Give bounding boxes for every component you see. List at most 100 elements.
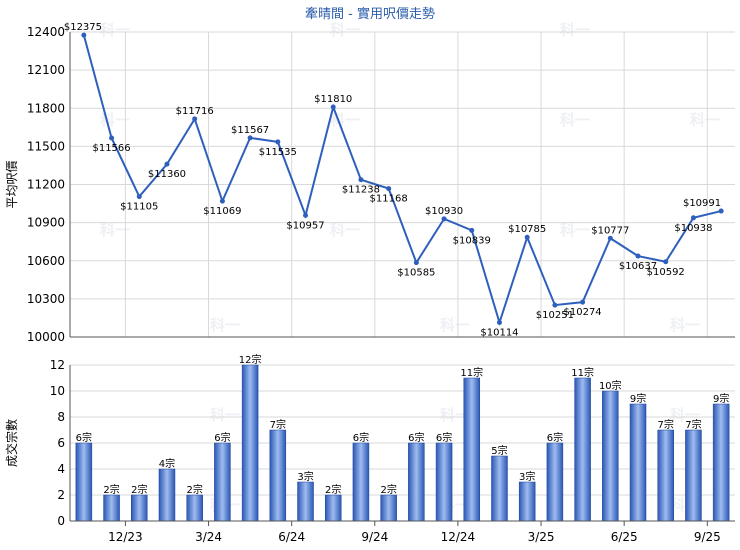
volume-bar: [297, 481, 314, 522]
price-data-label: $11716: [176, 106, 214, 117]
x-tick-label: 9/24: [361, 530, 388, 544]
volume-bar: [491, 455, 508, 522]
y-tick-label: 4: [57, 462, 65, 476]
volume-bar: [158, 468, 176, 522]
volume-data-label: 2宗: [380, 483, 396, 496]
price-point: [386, 186, 392, 192]
price-point: [136, 194, 142, 200]
volume-data-label: 2宗: [325, 483, 341, 496]
volume-data-label: 9宗: [630, 392, 646, 405]
volume-data-label: 2宗: [131, 483, 147, 496]
price-data-label: $10251: [536, 310, 574, 321]
price-data-label: $10637: [619, 261, 657, 272]
price-data-label: $11360: [148, 169, 186, 180]
volume-bar: [352, 442, 370, 522]
price-data-label: $11535: [259, 147, 297, 158]
watermark-text: 科一: [330, 21, 360, 39]
watermark-text: 科一: [670, 406, 700, 424]
price-data-label: $10785: [508, 224, 546, 235]
volume-data-label: 5宗: [491, 444, 507, 457]
price-point: [413, 260, 419, 266]
volume-data-label: 4宗: [159, 457, 175, 470]
price-data-label: $10274: [564, 307, 602, 318]
volume-data-label: 7宗: [685, 418, 701, 431]
price-line-chart: 10000 10300 10600 10900 11200 11500 11800 12100…: [5, 22, 735, 344]
price-data-label: $10991: [683, 198, 721, 209]
volume-bar: [602, 390, 619, 522]
y-tick-label: 11800: [27, 101, 65, 115]
volume-data-label: 6宗: [408, 431, 424, 444]
price-point: [496, 320, 502, 326]
y-tick-label: 8: [57, 410, 65, 424]
price-point: [358, 177, 364, 183]
y-axis-title: 成交宗數: [4, 419, 19, 467]
x-tick-label: 6/24: [278, 530, 305, 544]
volume-data-label: 6宗: [436, 431, 452, 444]
y-tick-label: 10000: [27, 330, 65, 344]
price-point: [303, 212, 309, 218]
volume-data-label: 11宗: [460, 366, 483, 379]
y-axis-title: 平均呎價: [5, 160, 19, 208]
price-point: [607, 235, 613, 241]
watermark-text: 科一: [560, 21, 590, 39]
volume-bar: [629, 403, 647, 522]
watermark-text: 科一: [210, 316, 240, 334]
price-point: [247, 135, 253, 141]
price-data-label: $11566: [92, 143, 130, 154]
volume-bar: [712, 403, 730, 522]
volume-data-label: 7宗: [658, 418, 674, 431]
y-tick-label: 11500: [27, 139, 65, 153]
volume-bar: [463, 377, 481, 522]
y-tick-label: 10900: [27, 216, 65, 230]
volume-bar: [435, 442, 453, 522]
watermark-text: 科一: [210, 406, 240, 424]
price-data-label: $10839: [453, 235, 491, 246]
volume-bar: [103, 494, 120, 522]
watermark-text: 科一: [690, 111, 720, 129]
x-tick-label: 6/25: [611, 530, 638, 544]
price-data-label: $10114: [480, 328, 518, 339]
price-point: [81, 32, 87, 38]
x-tick-label: 3/25: [528, 530, 555, 544]
price-point: [552, 302, 558, 308]
price-data-label: $11069: [203, 206, 241, 217]
volume-data-label: 3宗: [519, 470, 535, 483]
volume-bar: [546, 442, 564, 522]
price-data-label: $10592: [647, 267, 685, 278]
y-tick-label: 6: [57, 436, 65, 450]
x-tick-label: 3/24: [195, 530, 222, 544]
volume-data-label: 12宗: [239, 353, 262, 366]
price-point: [580, 299, 586, 305]
volume-data-label: 6宗: [76, 431, 92, 444]
price-data-label: $11810: [314, 94, 352, 105]
volume-bar: [408, 442, 425, 522]
volume-bar: [214, 442, 231, 522]
price-data-label: $10957: [286, 220, 324, 231]
volume-data-label: 3宗: [297, 470, 313, 483]
volume-bar: [380, 494, 397, 522]
price-data-label: $12375: [64, 22, 102, 33]
price-data-label: $11168: [370, 194, 408, 205]
price-data-label: $10585: [397, 268, 435, 279]
volume-bar: [685, 429, 702, 522]
price-data-label: $11567: [231, 125, 269, 136]
price-point: [109, 135, 115, 141]
price-point: [524, 234, 530, 240]
watermark-text: 科一: [440, 406, 470, 424]
price-point: [219, 198, 225, 204]
volume-bar: [269, 429, 287, 522]
volume-bar: [518, 481, 536, 522]
price-line: [82, 34, 722, 326]
y-tick-label: 12: [50, 358, 65, 372]
volume-data-label: 7宗: [270, 418, 286, 431]
x-tick-label: 9/25: [694, 530, 721, 544]
price-data-label: $10938: [674, 223, 712, 234]
price-point: [330, 104, 336, 110]
volume-bar: [75, 442, 93, 522]
volume-data-label: 11宗: [571, 366, 594, 379]
y-tick-label: 10600: [27, 254, 65, 268]
y-tick-label: 11200: [27, 178, 65, 192]
watermark-text: 科一: [330, 111, 360, 129]
volume-bar: [241, 364, 259, 522]
